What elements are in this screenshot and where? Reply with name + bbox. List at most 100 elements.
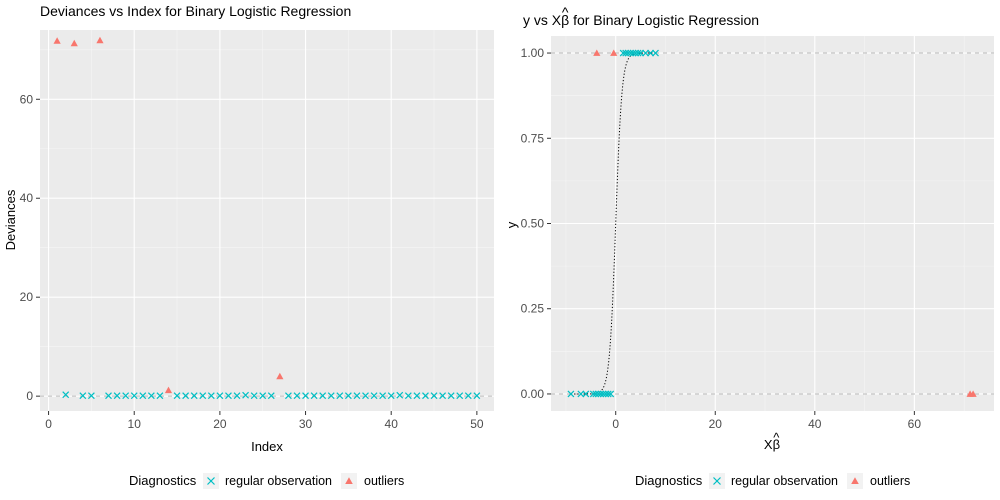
point-outlier [164,386,173,394]
point-regular [567,390,575,398]
point-regular [594,390,602,398]
y-tick-label: 0 [26,389,33,403]
point-regular [599,390,607,398]
point-regular [139,392,147,400]
point-regular [370,392,378,400]
deviance-legend-title: Diagnostics [129,473,197,488]
point-regular [582,390,590,398]
point-regular [242,391,250,399]
point-regular [327,392,335,400]
deviance-grid [40,30,494,411]
point-regular [267,392,275,400]
x-tick-label: 20 [709,417,723,431]
point-regular [652,49,659,57]
point-regular [284,392,292,400]
point-outlier [593,49,601,56]
deviance-marks [53,36,481,400]
point-regular [413,392,421,400]
point-regular [627,49,635,57]
fitted-legend: Diagnostics regular observation outliers [635,473,910,489]
point-regular [464,392,472,400]
point-regular [225,392,232,400]
point-regular [396,391,404,399]
fitted-legend-label-regular: regular observation [731,474,838,488]
fitted-chart-title: y vs Xβ for Binary Logistic Regression [523,12,759,28]
point-regular [199,392,207,400]
point-regular [577,390,585,398]
point-regular [597,390,605,398]
deviance-legend-cross-icon [207,477,215,485]
point-regular [642,49,649,57]
point-regular [456,392,464,400]
legend-triangle-mark [851,477,859,485]
deviance-chart: Deviances vs Index for Binary Logistic R… [3,3,494,489]
point-regular [319,392,327,400]
point-regular [336,392,344,400]
point-outlier [276,372,284,380]
y-tick-label: 1.00 [521,46,545,60]
point-regular [79,392,87,400]
point-regular [624,49,632,57]
fitted-chart: y vs Xβ for Binary Logistic Regression ^… [504,4,994,489]
deviance-plot-panel [40,30,494,411]
point-regular [404,392,412,400]
point-regular [190,392,198,400]
point-regular [379,392,387,400]
deviance-y-ticks: 0 20 40 60 [20,92,40,403]
legend-cross-mark [207,477,215,485]
fitted-legend-title: Diagnostics [635,473,703,488]
point-regular [216,392,224,400]
point-outlier [610,49,618,56]
point-regular [62,391,70,399]
point-regular [629,49,637,57]
x-tick-label: 0 [45,417,52,431]
deviance-legend-label-outliers: outliers [364,474,404,488]
x-tick-label: 40 [808,417,822,431]
deviance-x-axis-label: Index [251,439,283,454]
deviance-legend: Diagnostics regular observation outliers [129,473,404,489]
fitted-marks [567,49,977,398]
x-tick-label: 30 [299,417,313,431]
y-tick-label: 0.75 [521,131,545,145]
point-outlier [70,39,78,47]
point-regular [589,390,597,398]
point-regular [87,392,95,400]
x-label-hat-mark: ^ [773,430,780,445]
point-regular [439,392,447,400]
x-tick-label: 20 [213,417,227,431]
point-regular [637,49,645,57]
point-regular [607,390,615,398]
x-tick-label: 10 [128,417,142,431]
deviance-legend-triangle-icon [345,477,353,485]
point-regular [259,392,267,400]
y-tick-label: 40 [20,191,34,205]
fitted-y-ticks: 0.00 0.25 0.50 0.75 1.00 [521,46,551,401]
fitted-legend-label-outliers: outliers [870,474,910,488]
y-tick-label: 60 [20,92,34,106]
point-regular [353,392,361,400]
point-regular [156,392,164,400]
legend-cross-mark [713,477,721,485]
deviance-x-ticks: 0 10 20 30 40 50 [45,411,484,431]
point-regular [293,392,301,400]
x-tick-label: 50 [470,417,484,431]
point-regular [422,392,429,400]
point-regular [634,49,642,57]
x-tick-label: 60 [908,417,922,431]
point-outlier [53,37,61,44]
x-tick-label: 0 [612,417,619,431]
fitted-legend-cross-icon [713,477,721,485]
y-tick-label: 20 [20,290,34,304]
point-regular [130,392,138,400]
point-regular [105,392,112,400]
deviance-chart-title: Deviances vs Index for Binary Logistic R… [40,3,351,19]
logistic-curve [570,52,656,395]
point-regular [473,392,481,400]
x-tick-label: 40 [385,417,399,431]
point-regular [250,392,258,400]
point-outlier [969,390,977,397]
point-regular [344,392,352,400]
title-hat-mark: ^ [562,4,569,20]
fitted-y-axis-label: y [504,221,519,228]
point-regular [362,392,369,400]
